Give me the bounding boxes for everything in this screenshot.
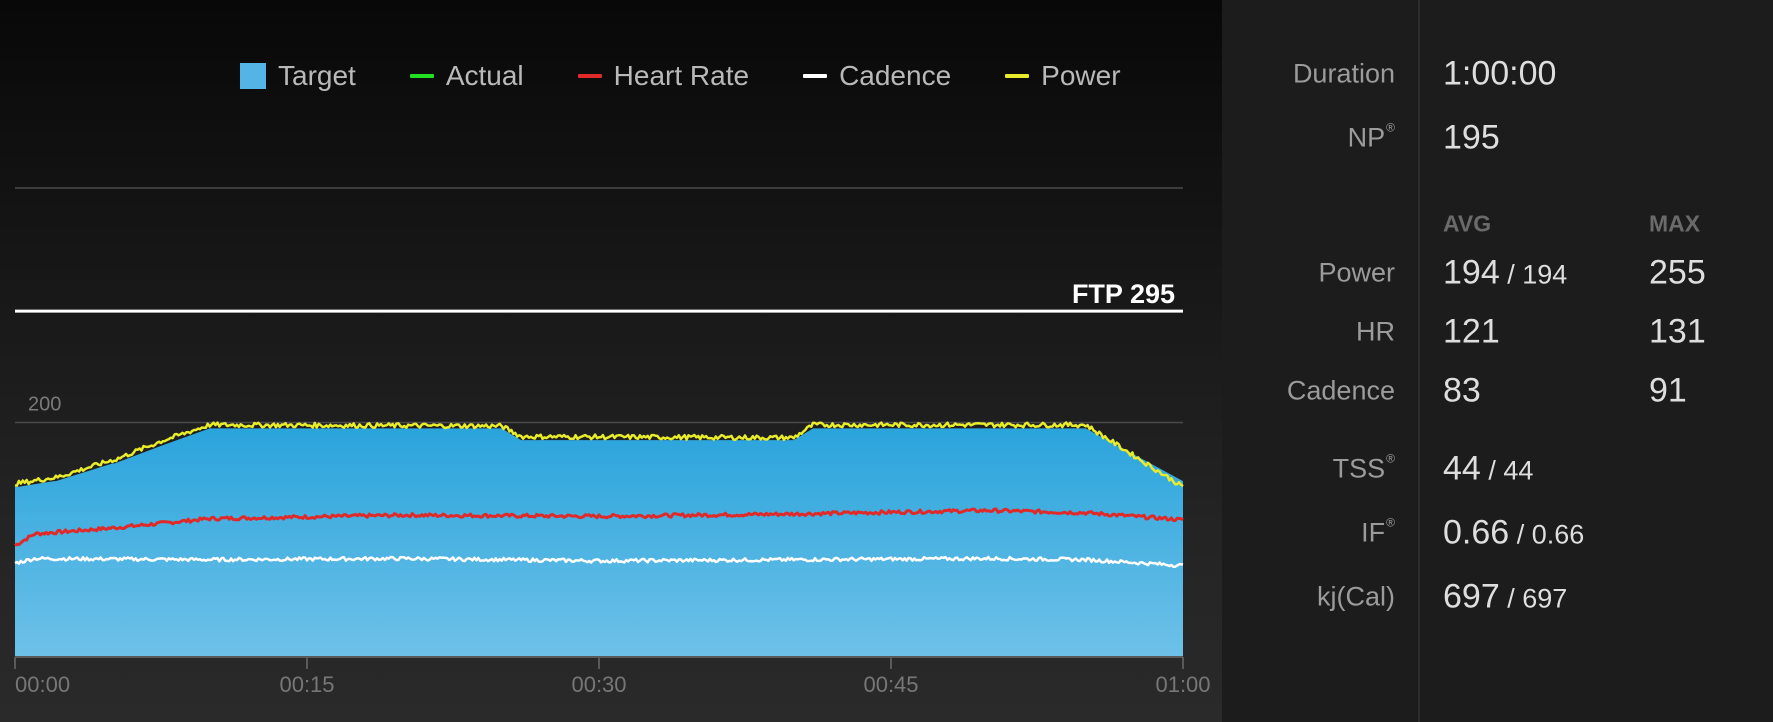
legend-item-heart-rate[interactable]: Heart Rate xyxy=(577,60,750,92)
legend-swatch-power xyxy=(1005,74,1030,78)
x-tick-label: 00:15 xyxy=(279,672,334,697)
power-avg-value: 194 / 194 xyxy=(1443,253,1568,292)
legend-item-power[interactable]: Power xyxy=(1005,60,1121,92)
np-registered-mark: ® xyxy=(1386,120,1395,135)
power-max-value: 255 xyxy=(1649,253,1706,292)
x-tick-label: 00:00 xyxy=(15,672,70,697)
legend-label-power: Power xyxy=(1041,60,1121,91)
legend-label-heart-rate: Heart Rate xyxy=(613,60,750,91)
series-cadence-line xyxy=(14,555,1184,568)
workout-chart-panel: 200 FTP 295 00:00 00:15 00:30 00:45 01:00 Tar… xyxy=(0,0,1222,722)
legend-label-target: Target xyxy=(278,60,356,91)
x-tick-label: 01:00 xyxy=(1155,672,1210,697)
np-value: 195 xyxy=(1443,118,1500,157)
duration-value: 1:00:00 xyxy=(1443,54,1557,93)
if-value: 0.66 / 0.66 xyxy=(1443,513,1585,552)
max-column-header: MAX xyxy=(1649,210,1701,237)
hr-label: HR xyxy=(1356,316,1395,347)
legend-swatch-target xyxy=(240,63,266,89)
x-tick-label: 00:45 xyxy=(863,672,918,697)
duration-label: Duration xyxy=(1292,58,1395,89)
legend-label-cadence: Cadence xyxy=(839,60,952,91)
hr-max-value: 131 xyxy=(1649,312,1706,351)
legend-swatch-heart-rate xyxy=(577,74,602,78)
power-label: Power xyxy=(1318,257,1395,288)
kj-label: kj(Cal) xyxy=(1317,581,1395,612)
hr-avg-value: 121 xyxy=(1443,312,1500,351)
y-tick-label-200: 200 xyxy=(28,394,61,416)
if-label: IF® xyxy=(1361,515,1395,548)
workout-chart: 200 FTP 295 00:00 00:15 00:30 00:45 01:00 xyxy=(14,187,1211,697)
legend-label-actual: Actual xyxy=(445,60,524,91)
cadence-avg-value: 83 xyxy=(1443,371,1481,410)
series-power-line xyxy=(14,421,1184,488)
legend-swatch-actual xyxy=(409,74,434,78)
kj-value: 697 / 697 xyxy=(1443,577,1568,616)
np-label: NP® xyxy=(1347,120,1395,153)
legend-item-target[interactable]: Target xyxy=(240,60,356,92)
avg-column-header: AVG xyxy=(1443,210,1492,237)
tss-value: 44 / 44 xyxy=(1443,449,1534,488)
chart-legend: Target Actual Heart Rate Cadence Power xyxy=(240,60,1175,92)
series-heart-rate-line xyxy=(14,507,1184,547)
ftp-label: FTP 295 xyxy=(1072,279,1175,309)
stats-divider xyxy=(1418,0,1420,722)
workout-stats-panel xyxy=(1222,0,1773,722)
series-target-area xyxy=(15,428,1183,657)
legend-swatch-cadence xyxy=(803,74,828,78)
legend-item-cadence[interactable]: Cadence xyxy=(803,60,951,92)
legend-item-actual[interactable]: Actual xyxy=(409,60,524,92)
tss-label: TSS® xyxy=(1332,451,1395,484)
tss-registered-mark: ® xyxy=(1386,451,1395,466)
cadence-label: Cadence xyxy=(1286,375,1395,406)
cadence-max-value: 91 xyxy=(1649,371,1687,410)
if-registered-mark: ® xyxy=(1386,515,1395,530)
x-tick-label: 00:30 xyxy=(571,672,626,697)
